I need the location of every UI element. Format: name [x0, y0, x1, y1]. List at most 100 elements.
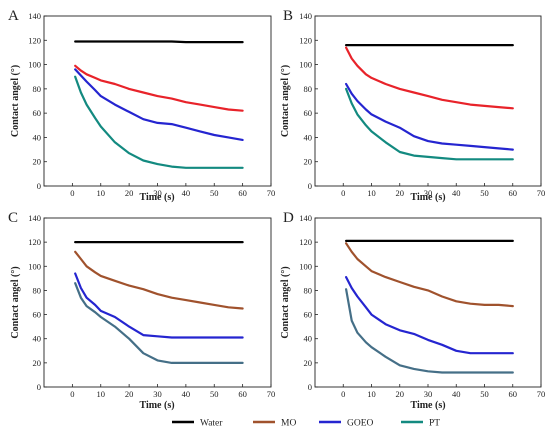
x-tick-label: 60 — [238, 389, 247, 399]
panel-letter: B — [283, 8, 293, 24]
x-axis-title: Time (s) — [410, 192, 445, 203]
x-tick-label: 50 — [210, 389, 219, 399]
y-tick-label: 120 — [299, 35, 312, 45]
x-tick-label: 30 — [424, 389, 433, 399]
y-tick-label: 60 — [33, 108, 42, 118]
x-axis-title: Time (s) — [139, 192, 174, 203]
series-line-mo — [345, 242, 514, 308]
series-line-mo — [74, 250, 244, 310]
x-tick-label: 0 — [70, 389, 74, 399]
x-tick-label: 40 — [182, 188, 191, 198]
panel-letter: C — [8, 210, 18, 226]
panel-letter: D — [283, 210, 294, 226]
y-tick-label: 100 — [28, 261, 41, 271]
y-tick-label: 20 — [33, 358, 42, 368]
x-tick-label: 20 — [396, 188, 405, 198]
y-tick-label: 20 — [304, 157, 313, 167]
x-tick-label: 10 — [367, 188, 376, 198]
plot-frame — [43, 217, 272, 388]
chart-panel-c: 0 10 20 30 40 50 60 70 0 20 40 60 80 100 120 140 Time (s… — [8, 210, 275, 411]
y-tick-label: 0 — [37, 382, 41, 392]
x-tick-label: 20 — [396, 389, 405, 399]
x-tick-label: 0 — [70, 188, 74, 198]
series-line-pt — [345, 87, 514, 161]
legend-item-water: Water — [172, 419, 223, 429]
y-axis-title: Contact angel (°) — [280, 65, 291, 137]
y-tick-label: 100 — [299, 261, 312, 271]
series-line-water — [74, 40, 244, 44]
y-tick-label: 40 — [33, 334, 42, 344]
series-line-pt — [74, 75, 244, 169]
y-tick-label: 60 — [304, 108, 313, 118]
x-tick-label: 30 — [153, 188, 162, 198]
x-tick-label: 20 — [125, 389, 134, 399]
series-line-mo — [74, 64, 244, 112]
x-tick-label: 10 — [97, 389, 106, 399]
x-tick-label: 70 — [537, 188, 546, 198]
y-axis-title: Contact angel (°) — [10, 266, 21, 338]
series-group — [345, 239, 514, 374]
x-tick-label: 50 — [480, 188, 489, 198]
x-tick-label: 60 — [509, 389, 518, 399]
y-tick-label: 120 — [28, 35, 41, 45]
y-tick-label: 0 — [308, 181, 312, 191]
legend-label: Water — [200, 419, 223, 429]
x-axis-title: Time (s) — [410, 400, 445, 411]
series-line-goeo — [345, 82, 514, 151]
y-tick-label: 20 — [33, 157, 42, 167]
legend-label: MO — [281, 419, 296, 429]
series-group — [74, 40, 244, 169]
series-line-pt — [74, 282, 244, 364]
series-line-mo — [345, 46, 514, 110]
x-axis-title: Time (s) — [139, 400, 174, 411]
chart-panel-b: 0 10 20 30 40 50 60 70 0 20 40 60 80 100 120 140 Time (s… — [280, 8, 545, 203]
y-axis-title: Contact angel (°) — [280, 266, 291, 338]
legend-item-mo: MO — [253, 419, 296, 429]
x-tick-label: 10 — [97, 188, 106, 198]
y-tick-label: 140 — [28, 213, 41, 223]
y-tick-label: 140 — [299, 213, 312, 223]
x-tick-label: 40 — [452, 188, 461, 198]
legend: Water MO GOEO PT — [172, 419, 440, 429]
y-tick-label: 60 — [304, 310, 313, 320]
x-tick-label: 60 — [509, 188, 518, 198]
x-tick-label: 0 — [341, 188, 345, 198]
y-tick-label: 140 — [299, 11, 312, 21]
y-tick-label: 120 — [28, 237, 41, 247]
series-line-goeo — [74, 272, 244, 339]
series-line-goeo — [345, 276, 514, 355]
y-tick-label: 100 — [299, 60, 312, 70]
chart-panel-a: 0 10 20 30 40 50 60 70 0 20 40 60 80 100 120 140 Time (s… — [8, 8, 275, 203]
y-tick-label: 40 — [304, 334, 313, 344]
y-tick-label: 100 — [28, 60, 41, 70]
x-tick-label: 60 — [238, 188, 247, 198]
legend-label: PT — [429, 419, 440, 429]
legend-item-pt: PT — [401, 419, 440, 429]
y-tick-label: 0 — [37, 181, 41, 191]
x-tick-label: 70 — [267, 389, 276, 399]
series-group — [74, 241, 244, 364]
x-tick-label: 30 — [424, 188, 433, 198]
x-tick-label: 40 — [452, 389, 461, 399]
x-tick-label: 70 — [267, 188, 276, 198]
y-tick-label: 20 — [304, 358, 313, 368]
x-tick-label: 20 — [125, 188, 134, 198]
x-tick-label: 40 — [182, 389, 191, 399]
y-tick-label: 80 — [33, 285, 42, 295]
series-line-pt — [345, 288, 514, 374]
y-tick-label: 40 — [33, 132, 42, 142]
plot-frame — [314, 15, 542, 187]
y-tick-label: 0 — [308, 382, 312, 392]
x-tick-label: 50 — [480, 389, 489, 399]
series-line-goeo — [74, 68, 244, 141]
y-tick-label: 80 — [33, 84, 42, 94]
x-tick-label: 0 — [341, 389, 345, 399]
y-tick-label: 140 — [28, 11, 41, 21]
series-group — [345, 43, 514, 161]
y-tick-label: 120 — [299, 237, 312, 247]
panel-letter: A — [8, 8, 19, 24]
legend-item-goeo: GOEO — [319, 419, 374, 429]
y-axis-title: Contact angel (°) — [10, 65, 21, 137]
y-tick-label: 40 — [304, 132, 313, 142]
